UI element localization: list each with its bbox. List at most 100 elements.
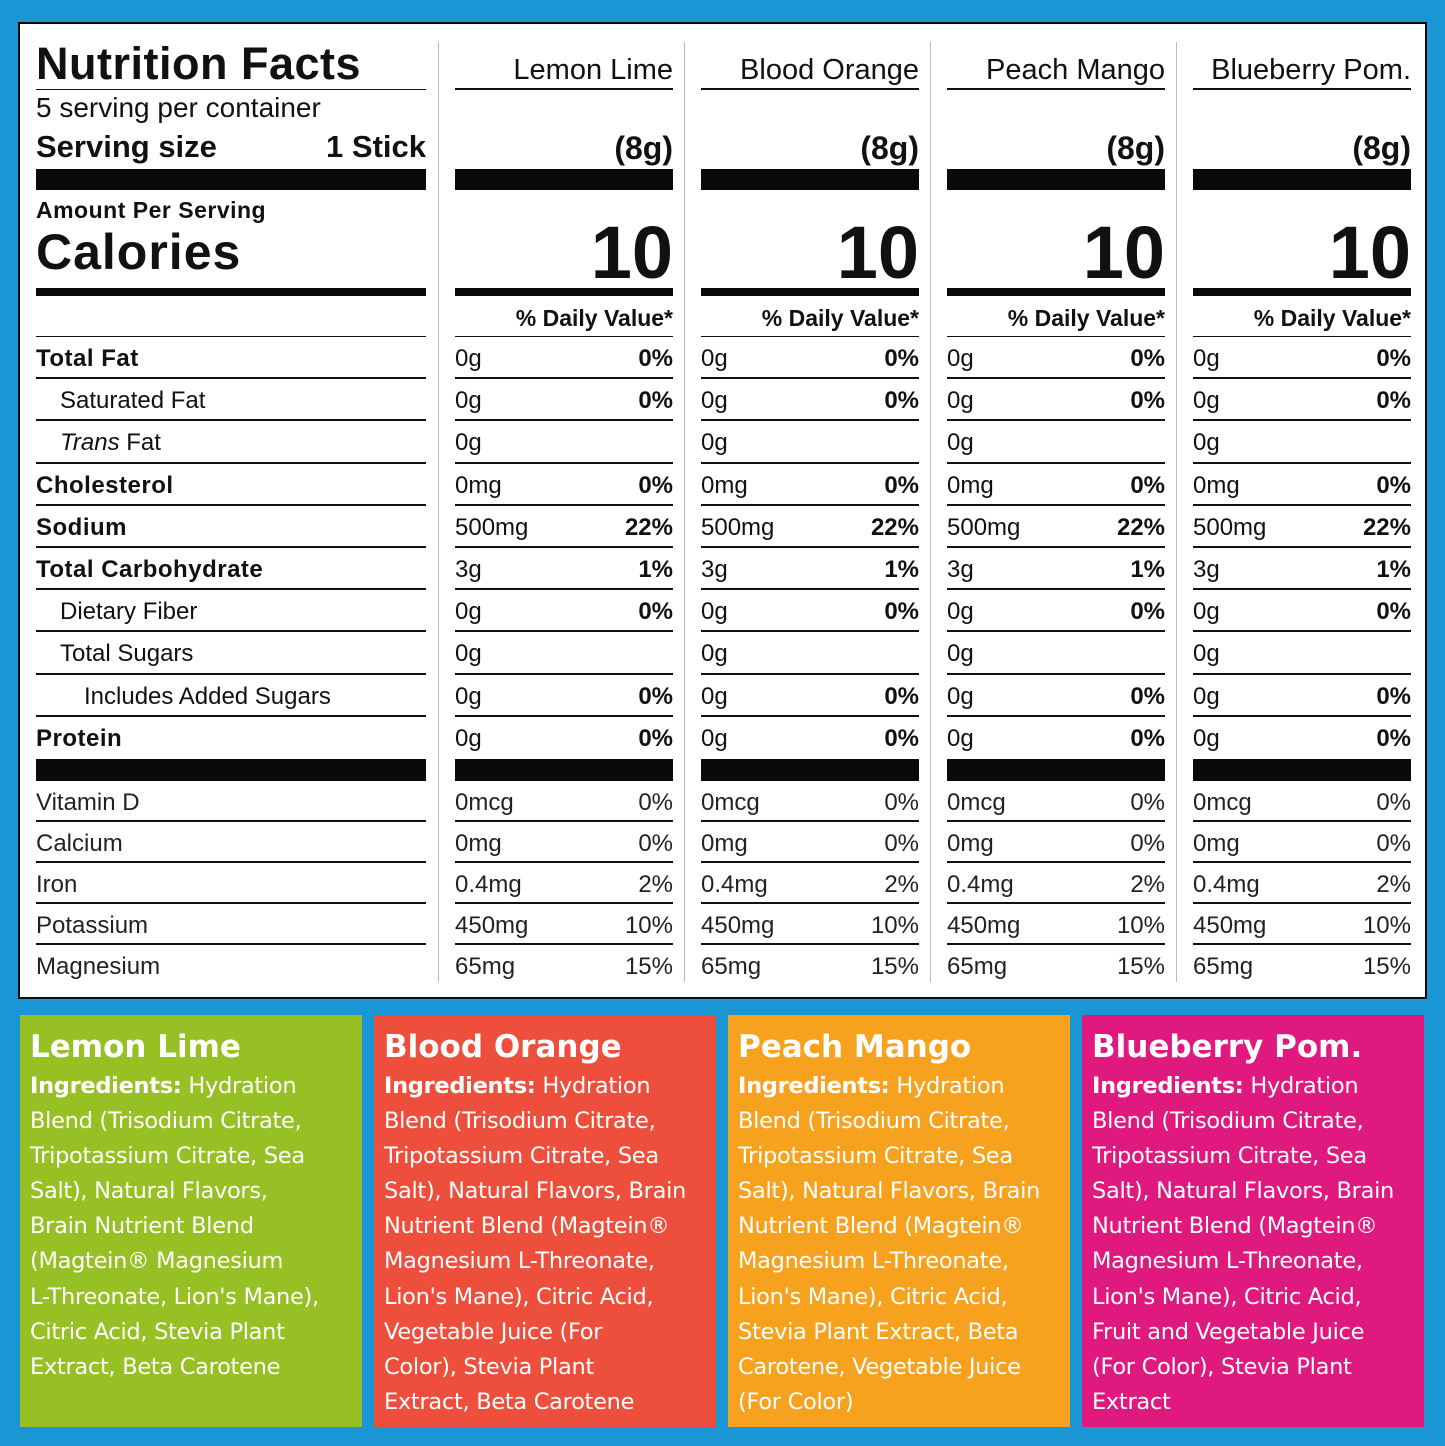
vitamin-row: 0mg 0% xyxy=(947,822,1165,863)
nutrient-row: 500mg 22% xyxy=(1193,506,1411,548)
nutrient-daily-value: 0% xyxy=(1376,598,1411,626)
nutrient-row: 0g 0% xyxy=(1193,590,1411,633)
nutrient-row: 0g 0% xyxy=(947,675,1165,717)
nutrient-amount: 0g xyxy=(947,724,974,752)
vitamin-row: 0mcg 0% xyxy=(947,781,1165,822)
vitamin-daily-value: 0% xyxy=(1130,829,1165,857)
ingredients-line: Tripotassium Citrate, Sea xyxy=(738,1139,1070,1174)
flavor-column: Lemon Lime (8g) 10% Daily Value* 0g 0% 0g 0% 0g… xyxy=(455,42,673,986)
calories-value: 10 xyxy=(1082,211,1165,294)
ingredients-text: Vegetable Juice (For xyxy=(384,1318,603,1345)
nutrient-daily-value: 0% xyxy=(1376,387,1411,415)
ingredients-text: Magnesium L-Threonate, xyxy=(738,1248,1009,1275)
nutrient-label: Cholesterol xyxy=(36,464,174,504)
nutrient-row: 3g 1% xyxy=(947,548,1165,591)
medium-divider xyxy=(36,288,426,296)
nutrient-amount: 0g xyxy=(947,598,974,626)
vitamin-label-row: Potassium xyxy=(36,904,426,945)
thick-divider xyxy=(1193,169,1411,190)
vitamin-daily-value: 10% xyxy=(1362,911,1411,939)
ingredients-line: Lion's Mane), Citric Acid, xyxy=(384,1280,716,1315)
nutrient-label-text: Sodium xyxy=(36,513,127,541)
vitamin-amount: 65mg xyxy=(701,952,762,980)
nutrient-row: 3g 1% xyxy=(1193,548,1411,591)
vitamin-amount: 450mg xyxy=(947,911,1021,939)
ingredients-line: Magnesium L-Threonate, xyxy=(384,1244,716,1279)
ingredients-text: Tripotassium Citrate, Sea xyxy=(738,1143,1013,1170)
nutrient-label-text: Cholesterol xyxy=(36,471,174,499)
flavor-column: Blueberry Pom. (8g) 10% Daily Value* 0g 0% 0g… xyxy=(1193,42,1411,986)
ingredients-line: Blend (Trisodium Citrate, xyxy=(738,1104,1070,1139)
nutrient-daily-value: 22% xyxy=(624,513,673,541)
ingredients-line: Nutrient Blend (Magtein® xyxy=(1092,1209,1424,1244)
nutrient-daily-value: 0% xyxy=(638,345,673,372)
nutrient-label: Protein xyxy=(36,717,122,759)
calories-value: 10 xyxy=(590,211,673,294)
nutrient-amount: 500mg xyxy=(455,513,529,541)
vitamin-label-row: Calcium xyxy=(36,822,426,863)
nutrient-label-row: Trans Fat xyxy=(36,421,426,464)
ingredients-text: Hydration xyxy=(1243,1073,1359,1099)
nutrient-daily-value: 22% xyxy=(1362,513,1411,541)
ingredients-line: Magnesium L-Threonate, xyxy=(738,1244,1070,1279)
vitamin-label: Magnesium xyxy=(36,952,161,980)
serving-weight: (8g) xyxy=(1106,130,1165,166)
nutrient-daily-value: 0% xyxy=(638,471,673,499)
daily-value-header: % Daily Value* xyxy=(455,296,673,337)
nutrient-daily-value: 22% xyxy=(870,513,919,541)
nutrient-daily-value: 1% xyxy=(1376,555,1411,583)
nutrient-daily-value: 0% xyxy=(638,682,673,710)
nutrient-row: 500mg 22% xyxy=(455,506,673,548)
nutrient-daily-value: 1% xyxy=(638,555,673,583)
ingredients-text: Nutrient Blend (Magtein® xyxy=(384,1213,670,1240)
vitamin-label-row: Magnesium xyxy=(36,945,426,986)
nutrient-amount: 0g xyxy=(1193,345,1220,372)
ingredients-line: Citric Acid, Stevia Plant xyxy=(30,1315,362,1350)
nutrient-daily-value: 1% xyxy=(1130,555,1165,583)
ingredients-text: Blend (Trisodium Citrate, xyxy=(1092,1108,1364,1135)
vitamin-row: 65mg 15% xyxy=(1193,945,1411,986)
vitamin-daily-value: 15% xyxy=(1362,952,1411,980)
vitamin-row: 0.4mg 2% xyxy=(947,863,1165,904)
medium-divider xyxy=(455,288,673,296)
thick-divider xyxy=(455,169,673,190)
ingredients-text: Color), Stevia Plant xyxy=(384,1353,594,1380)
ingredients-box-blueberry-pom: Blueberry Pom. Ingredients: Hydration Blen… xyxy=(1082,1015,1424,1427)
nutrient-daily-value: 0% xyxy=(1130,724,1165,752)
nutrient-row: 0g 0% xyxy=(701,717,919,759)
ingredients-text: Extract, Beta Carotene xyxy=(384,1388,635,1415)
vitamin-row: 0mcg 0% xyxy=(455,781,673,822)
nutrient-amount: 0mg xyxy=(701,471,748,499)
vitamin-amount: 0.4mg xyxy=(701,870,768,898)
ingredients-text: Lion's Mane), Citric Acid, xyxy=(384,1283,654,1310)
column-separator xyxy=(1176,42,1177,982)
column-separator xyxy=(684,42,685,982)
serving-size: Serving size 1 Stick xyxy=(36,128,426,166)
vitamin-daily-value: 10% xyxy=(624,911,673,939)
calories-label: Calories xyxy=(36,224,242,280)
nutrient-label: Sodium xyxy=(36,506,127,546)
nutrient-row: 0g xyxy=(455,632,673,675)
nutrient-amount: 0g xyxy=(947,640,974,668)
ingredients-label: Ingredients: xyxy=(738,1073,890,1099)
vitamin-amount: 65mg xyxy=(455,952,516,980)
medium-divider xyxy=(701,288,919,296)
dv-header-blank xyxy=(36,296,426,337)
ingredients-text: Nutrient Blend (Magtein® xyxy=(1092,1213,1378,1240)
nutrient-daily-value: 0% xyxy=(1130,682,1165,710)
vitamin-amount: 0mg xyxy=(701,829,748,857)
vitamin-row: 0mcg 0% xyxy=(1193,781,1411,822)
nutrient-amount: 3g xyxy=(1193,555,1220,583)
ingredients-line: (For Color) xyxy=(738,1385,1070,1420)
nutrient-label-row: Saturated Fat xyxy=(36,379,426,422)
thick-divider xyxy=(1193,758,1411,781)
ingredients-line: L-Threonate, Lion's Mane), xyxy=(30,1280,362,1315)
thick-divider xyxy=(455,758,673,781)
vitamin-row: 0mcg 0% xyxy=(701,781,919,822)
ingredients-line: Ingredients: Hydration xyxy=(1092,1069,1424,1104)
nutrient-daily-value: 0% xyxy=(884,345,919,372)
ingredients-line: Nutrient Blend (Magtein® xyxy=(738,1209,1070,1244)
nutrient-row: 0mg 0% xyxy=(1193,464,1411,506)
ingredients-text: Salt), Natural Flavors, Brain xyxy=(1092,1178,1394,1205)
nutrient-row: 0g 0% xyxy=(455,590,673,633)
